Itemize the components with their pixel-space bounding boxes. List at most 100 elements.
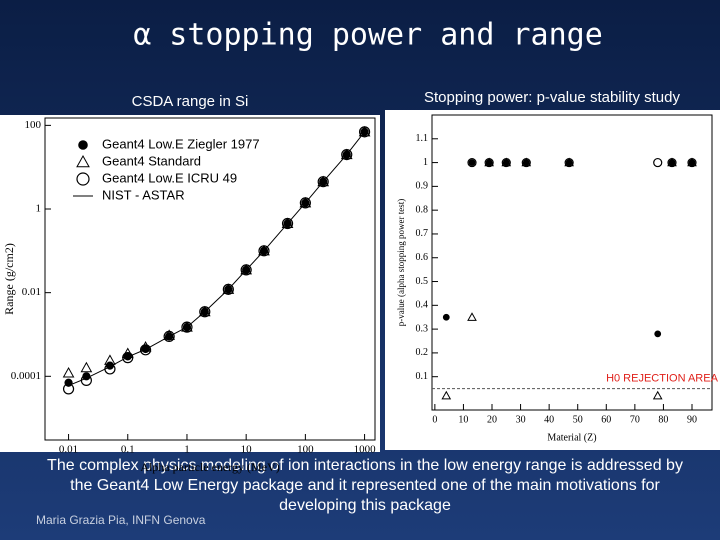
y-tick-label: 1 [36,203,42,215]
legend-label: NIST - ASTAR [102,187,185,202]
marker [163,330,175,342]
x-axis-label: Alpha particle energy (MeV) [140,460,279,474]
x-axis-label: Material (Z) [547,432,596,443]
marker [139,341,152,352]
chart-panel [0,115,380,452]
y-tick-label: 0.0001 [11,370,41,382]
marker [654,330,662,338]
marker [442,313,450,321]
marker [281,217,294,230]
y-axis-label: p-value (alpha stopping power test) [396,199,406,326]
marker [358,125,371,137]
marker [501,157,511,168]
marker [667,157,677,167]
chart-panel [385,110,720,450]
y-tick-label: 0.9 [416,181,429,192]
marker [139,344,152,356]
x-tick-label: 20 [487,414,497,425]
marker [222,283,235,294]
legend-label: Geant4 Low.E Ziegler 1977 [102,136,260,151]
y-axis-label: Range (g/cm2) [2,243,16,315]
marker [687,157,697,167]
marker [467,312,477,321]
marker [181,321,193,333]
y-tick-label: 0.5 [416,276,429,287]
marker [667,157,677,168]
marker [484,157,494,167]
marker [240,264,252,276]
marker [341,148,353,161]
x-tick-label: 50 [573,414,583,425]
marker [521,157,531,168]
plot-frame [431,114,713,411]
caption: The complex physics modeling of ion inte… [47,457,683,514]
y-tick-label: 0.01 [22,286,41,298]
marker [564,157,574,167]
legend-label: Geant4 Standard [102,153,201,168]
caption-box: The complex physics modeling of ion inte… [47,457,683,514]
marker [358,126,371,138]
marker [299,197,311,209]
chart-title: CSDA range in Si [132,93,249,110]
y-tick-label: 0.1 [416,371,429,382]
marker [653,157,663,168]
x-tick-label: 1 [184,444,190,456]
marker [62,383,75,395]
marker [340,148,353,160]
marker [317,175,330,187]
marker [240,263,253,275]
series-line [68,131,365,387]
y-tick-label: 0.2 [416,347,429,358]
marker [652,390,663,400]
marker [62,366,75,378]
x-tick-label: 1000 [354,444,377,456]
legend-swatch [76,172,90,186]
x-tick-label: 60 [601,414,611,425]
marker [181,321,193,332]
footer: Maria Grazia Pia, INFN Genova [36,513,206,527]
legend-swatch [76,154,90,168]
marker [198,305,211,317]
chart-title: Stopping power: p-value stability study [424,89,680,106]
marker [258,245,270,257]
x-tick-label: 0.1 [121,444,135,456]
x-tick-label: 0 [432,414,437,425]
y-tick-label: 0.3 [416,323,429,334]
marker [687,157,697,168]
marker [122,352,134,364]
marker [521,157,532,167]
x-tick-label: 10 [458,414,468,425]
y-tick-label: 0.7 [416,228,429,239]
plot-frame [44,117,376,441]
marker [467,157,477,168]
marker [299,196,312,208]
y-tick-label: 0.6 [416,252,429,263]
marker [317,176,329,188]
legend-swatch [78,140,88,150]
y-tick-label: 1.1 [416,133,429,144]
x-tick-label: 100 [297,444,314,456]
marker [222,283,234,295]
x-tick-label: 90 [687,414,697,425]
y-tick-label: 1 [423,157,428,168]
legend-label: Geant4 Low.E ICRU 49 [102,170,237,185]
x-tick-label: 0.01 [59,444,78,456]
marker [199,306,211,318]
x-tick-label: 40 [544,414,554,425]
annotation: H0 REJECTION AREA [606,372,719,384]
marker [281,217,294,229]
marker [501,157,512,167]
marker [441,390,452,400]
y-tick-label: 100 [25,119,42,131]
y-tick-label: 0.8 [416,204,429,215]
x-tick-label: 10 [241,444,253,456]
x-tick-label: 30 [516,414,526,425]
marker [80,361,93,373]
marker [564,157,574,168]
x-tick-label: 70 [630,414,640,425]
slide-title: α stopping power and range [133,18,603,53]
marker [468,159,476,166]
y-tick-label: 0.4 [416,300,429,311]
